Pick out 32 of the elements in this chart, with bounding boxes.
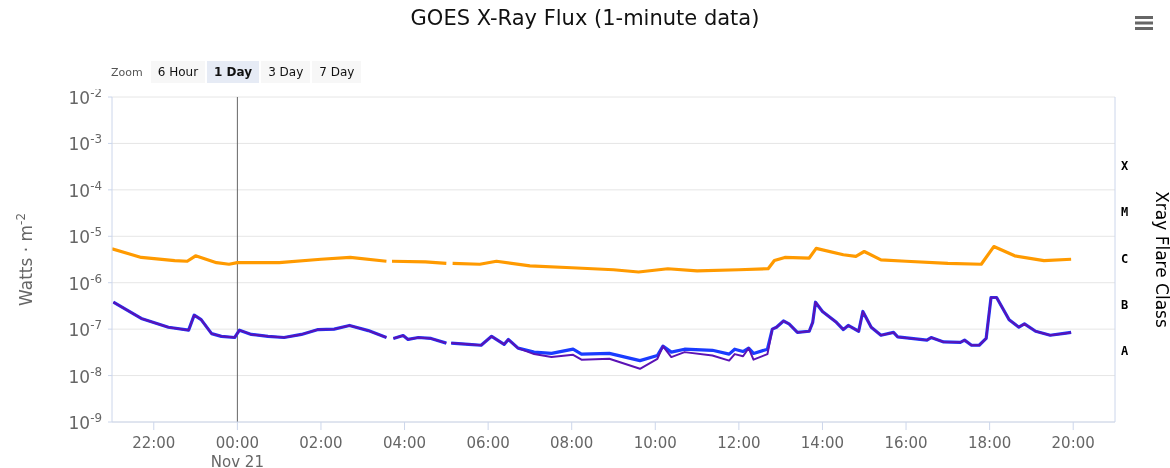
y-tick-label: 10$^{-7}$	[68, 318, 102, 341]
x-tick-label: 12:00	[717, 434, 761, 452]
y-tick-label: 10$^{-2}$	[68, 86, 102, 108]
category-label: A	[1121, 344, 1129, 359]
y-tick-label: 10$^{-9}$	[68, 411, 102, 433]
x-tick-label: 04:00	[382, 434, 427, 452]
y-tick-label: 10$^{-4}$	[68, 178, 102, 201]
x-tick-label: 18:00	[968, 434, 1012, 452]
x-tick-label: 00:00 Nov 21	[210, 434, 264, 468]
category-label: M	[1121, 205, 1129, 220]
text: 7 Day	[312, 61, 362, 83]
x-tick-label: 10:00	[633, 434, 677, 452]
y-tick-label: 10$^{-3}$	[68, 132, 102, 155]
y-tick-label: 10$^{-6}$	[68, 271, 102, 294]
x-tick-label: 08:00	[550, 434, 594, 452]
x-tick-label: 20:00	[1051, 434, 1095, 452]
text: Zoom	[111, 65, 143, 79]
chart-title: GOES X-Ray Flux (1-minute data)	[409, 6, 761, 30]
x-tick-label: 14:00	[800, 434, 845, 452]
text: 1 Day	[207, 61, 260, 83]
y-tick-label: 10$^{-8}$	[68, 364, 102, 387]
x-tick-label: 02:00	[299, 434, 343, 452]
text: 6 Hour	[150, 61, 206, 83]
category-label: X	[1121, 158, 1129, 173]
x-tick-label: 22:00	[132, 434, 176, 452]
category-label: B	[1121, 297, 1129, 312]
category-label: C	[1121, 251, 1129, 266]
y-tick-label: 10$^{-5}$	[68, 225, 102, 248]
x-tick-label: 16:00	[884, 434, 928, 452]
x-tick-label: 06:00	[466, 434, 510, 452]
text: 3 Day	[261, 61, 311, 83]
y2-axis-title: Xray Flare Class	[1151, 191, 1170, 328]
